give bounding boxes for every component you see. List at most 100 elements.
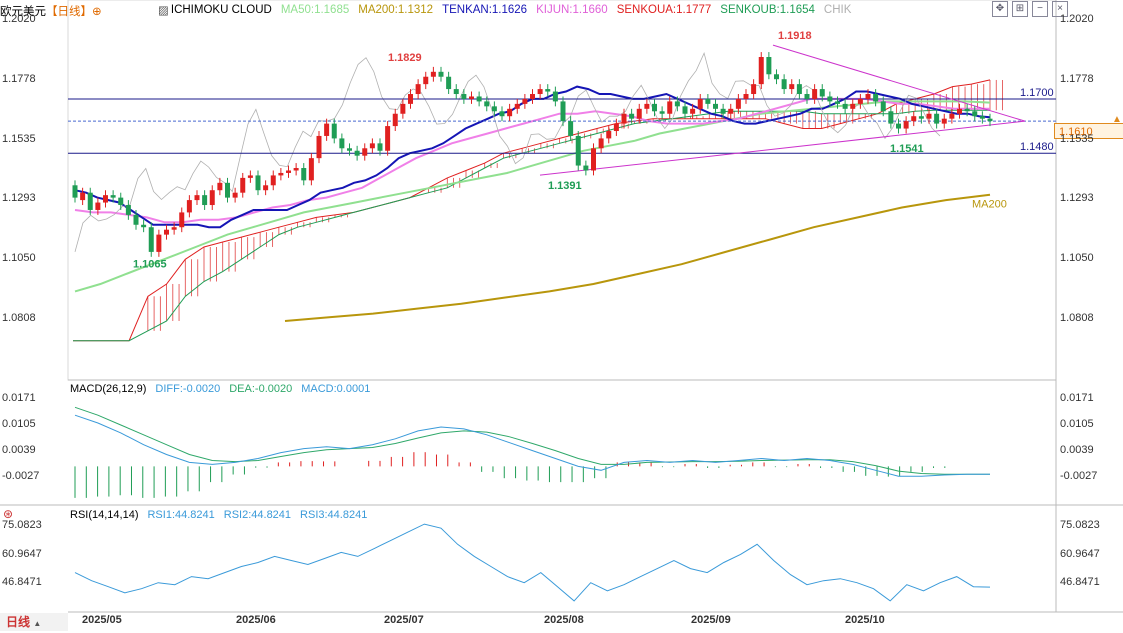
fullscreen-icon[interactable]: ✥ — [992, 1, 1008, 17]
candle-body — [453, 89, 459, 95]
x-tick: 2025/09 — [691, 614, 731, 626]
candle-body — [751, 84, 757, 95]
candle-body — [720, 108, 726, 114]
candle-body — [796, 84, 802, 95]
candle-body — [606, 131, 612, 139]
rsi-y-tick-left: 46.8471 — [2, 576, 42, 588]
minimize-icon[interactable]: − — [1032, 1, 1048, 17]
candle-body — [865, 94, 871, 99]
macd-y-tick-left: -0.0027 — [2, 470, 40, 482]
senkoua-readout: SENKOUA:1.1777 — [616, 4, 712, 16]
candle-body — [95, 202, 101, 210]
period-selector[interactable]: 日线 ▲ — [0, 613, 68, 631]
settings-icon[interactable]: ⊕ — [92, 6, 102, 18]
period-badge[interactable]: 【日线】 — [46, 6, 92, 18]
candle-body — [674, 101, 680, 107]
annotation-low: 1.1065 — [133, 259, 167, 271]
candle-body — [324, 123, 330, 136]
candle-body — [636, 108, 642, 119]
rsi-y-tick-right: 60.9647 — [1060, 547, 1100, 560]
candle-body — [690, 108, 696, 114]
symbol-name: 欧元美元 — [0, 6, 46, 18]
candle-body — [964, 108, 970, 112]
candle-body — [552, 91, 558, 102]
y-tick-right: 1.1050 — [1060, 252, 1094, 265]
macd-diff-readout: DIFF:-0.0020 — [155, 383, 221, 395]
candle-body — [255, 175, 261, 191]
candle-body — [972, 111, 978, 117]
candle-body — [774, 74, 779, 80]
level-label: 1.1700 — [1020, 87, 1054, 99]
triangle-pattern — [539, 44, 1026, 176]
y-tick-left: 1.1050 — [2, 252, 36, 265]
price-annotations: 1.1065 1.1829 1.1391 1.1918 1.1541 MA200 — [133, 30, 1007, 270]
candle-body — [743, 94, 749, 99]
zoom-icon[interactable]: ⊞ — [1012, 1, 1028, 17]
rsi1-readout: RSI1:44.8241 — [147, 509, 215, 521]
candle-body — [125, 205, 131, 215]
candle-body — [591, 148, 596, 171]
candle-body — [408, 94, 413, 104]
candle-body — [148, 227, 154, 252]
indicator-icon[interactable]: ▨ — [158, 5, 169, 17]
crosshair-icon[interactable]: ⊛ — [3, 507, 14, 521]
candle-body — [835, 101, 840, 104]
candle-body — [438, 71, 444, 77]
macd-value-readout: MACD:0.0001 — [301, 383, 371, 395]
candle-body — [728, 108, 734, 114]
y-tick-left: 1.1535 — [2, 132, 36, 145]
x-tick: 2025/10 — [845, 614, 885, 626]
triangle-lower — [539, 120, 1026, 176]
macd-y-tick-right: 0.0039 — [1060, 444, 1094, 456]
macd-y-tick-right: 0.0105 — [1060, 418, 1094, 430]
rsi-y-tick-left: 60.9647 — [2, 547, 42, 560]
macd-dea-readout: DEA:-0.0020 — [229, 383, 293, 395]
candle-body — [575, 135, 581, 166]
candle-body — [812, 89, 818, 99]
price-alert-icon[interactable]: ▲ — [1112, 114, 1122, 125]
rsi-y-tick-right: 75.0823 — [1060, 519, 1100, 531]
candle-body — [225, 182, 230, 198]
y-tick-right: 1.0808 — [1060, 312, 1094, 324]
candle-body — [804, 94, 810, 99]
current-price-tag: 1.1610 — [1054, 123, 1123, 139]
candle-body — [987, 118, 993, 122]
candle-body — [918, 116, 924, 119]
candle-body — [629, 113, 635, 119]
candle-body — [827, 96, 833, 102]
candle-body — [164, 229, 169, 235]
y-tick-right: 1.1778 — [1060, 72, 1094, 85]
candle-body — [141, 224, 147, 228]
candle-body — [560, 101, 566, 122]
candle-body — [583, 165, 589, 171]
candle-body — [316, 135, 322, 159]
close-icon[interactable]: × — [1052, 1, 1068, 17]
candle-body — [667, 101, 673, 114]
grid-frame — [0, 0, 1123, 613]
horizontal-levels: 1.1700 1.1480 — [68, 87, 1056, 154]
candle-body — [873, 94, 879, 102]
candle-body — [331, 123, 337, 139]
candle-body — [194, 195, 200, 201]
macd-y-tick-left: 0.0105 — [2, 418, 36, 430]
candle-body — [247, 175, 253, 178]
candle-body — [522, 98, 528, 104]
candle-body — [362, 148, 368, 156]
macd-panel — [74, 406, 990, 498]
tenkan-readout: TENKAN:1.1626 — [442, 4, 528, 16]
rsi-panel — [74, 523, 991, 602]
candle-body — [110, 195, 116, 198]
candle-body — [286, 170, 291, 173]
macd-y-tick-left: 0.0171 — [2, 392, 36, 404]
caret-up-icon: ▲ — [33, 619, 42, 628]
candle-body — [369, 143, 375, 149]
senkou-a-line — [73, 79, 991, 342]
candle-body — [278, 172, 284, 176]
candle-body — [545, 89, 551, 92]
candle-body — [819, 89, 825, 97]
candle-body — [430, 71, 436, 77]
candle-body — [484, 101, 490, 107]
candle-body — [507, 108, 513, 117]
candle-body — [530, 94, 535, 99]
macd-header: MACD(26,12,9) DIFF:-0.0020 DEA:-0.0020 M… — [70, 383, 370, 395]
